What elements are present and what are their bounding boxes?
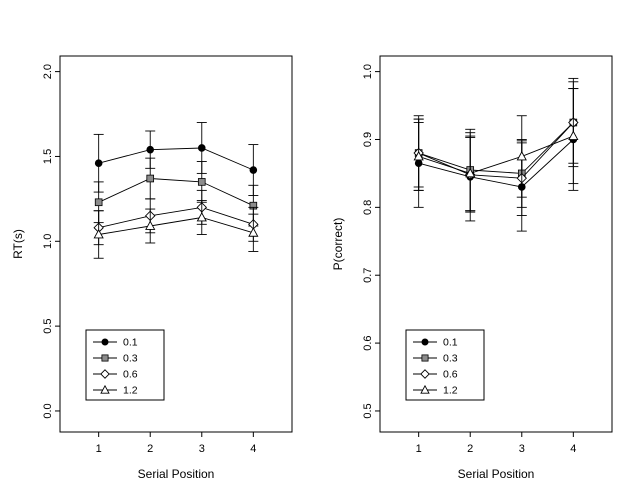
series-0.6 [93,189,259,246]
triangle-marker [413,150,424,161]
legend-label: 0.6 [123,369,138,381]
y-tick-label: 0.9 [362,132,374,147]
y-tick-label: 1.5 [42,149,54,164]
legend-marker [101,354,109,362]
legend: 0.1 0.3 0.6 1.2 [85,329,165,401]
series-0.6 [413,81,579,216]
legend-label: 1.2 [443,385,458,397]
x-tick-label: 4 [570,443,576,455]
triangle-marker [196,211,207,222]
legend-marker [100,384,110,394]
y-axis-label: RT(s) [11,229,25,259]
legend-label: 0.1 [443,337,458,349]
plot-box [379,55,613,433]
plot-box [59,55,293,433]
legend-marker [420,384,430,394]
square-marker [197,178,206,186]
legend-marker [421,354,429,362]
series-0.1 [93,122,259,196]
rt-chart: 0.0 0.5 1.0 1.5 2.0 1 2 3 4 Serial Position RT(s) 0… [11,55,293,481]
y-tick-label: 1.0 [42,234,54,249]
legend: 0.1 0.3 0.6 1.2 [405,329,485,401]
triangle-marker [248,227,259,237]
triangle-marker [93,228,104,239]
circle-marker [146,145,155,154]
square-marker [146,174,155,183]
y-tick-label: 2.0 [42,64,54,79]
circle-marker [197,144,206,152]
triangle-marker [568,130,579,140]
legend-label: 1.2 [123,385,138,397]
triangle-marker [516,150,527,161]
y-tick-label: 0.7 [362,268,374,283]
x-tick-label: 1 [96,443,102,455]
series-0.3 [413,77,579,212]
x-tick-label: 2 [147,443,153,455]
legend-label: 0.1 [123,337,138,349]
x-axis-label: Serial Position [138,467,215,481]
triangle-marker [145,220,156,230]
series-line [418,139,574,188]
circle-marker [94,159,103,168]
legend-marker [101,338,109,346]
circle-marker [249,166,258,174]
accuracy-chart-panel: 0.5 0.6 0.7 0.8 0.9 1.0 1 2 3 4 Serial Position P(c… [320,0,640,498]
rt-chart-panel: 0.0 0.5 1.0 1.5 2.0 1 2 3 4 Serial Position RT(s) 0… [11,55,293,481]
x-tick-label: 1 [416,443,422,455]
legend-label: 0.6 [443,369,458,381]
series-line [418,122,574,179]
legend-marker [420,369,430,379]
series-0.3 [93,157,259,227]
y-tick-label: 1.0 [362,64,374,79]
series-line [418,122,574,174]
series-1.2 [413,88,579,212]
legend-marker [100,369,110,379]
x-tick-label: 3 [519,443,525,455]
series-line [418,135,574,174]
x-tick-label: 4 [250,443,256,455]
series-1.2 [93,200,259,259]
y-tick-label: 0.0 [42,403,54,418]
y-tick-label: 0.5 [362,403,374,418]
y-axis-label: P(correct) [331,218,345,271]
x-tick-label: 2 [467,443,473,455]
legend-label: 0.3 [123,353,138,365]
series-line [98,147,254,171]
series-line [98,217,254,235]
y-tick-label: 0.5 [42,318,54,333]
series-line [98,178,254,207]
triangle-marker [465,167,476,178]
x-tick-label: 3 [199,443,205,455]
legend-marker [421,338,429,346]
x-axis-label: Serial Position [458,467,535,481]
y-tick-label: 0.8 [362,200,374,215]
square-marker [94,198,103,207]
series-line [98,206,254,229]
y-tick-label: 0.6 [362,335,374,350]
legend-label: 0.3 [443,353,458,365]
accuracy-chart: 0.5 0.6 0.7 0.8 0.9 1.0 1 2 3 4 Serial Position P(c… [331,55,613,481]
